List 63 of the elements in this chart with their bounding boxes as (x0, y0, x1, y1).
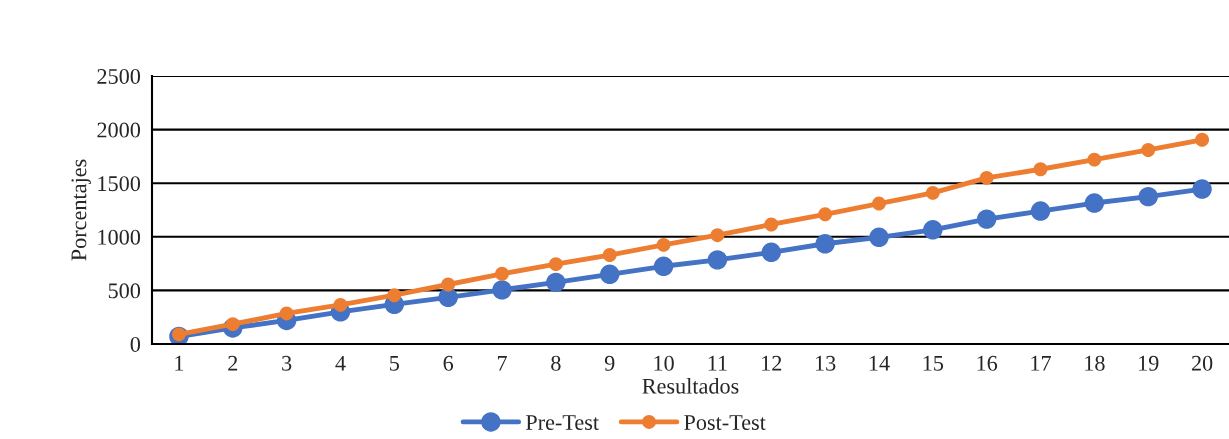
x-tick-label: 9 (604, 355, 615, 371)
point (1192, 179, 1212, 199)
point (818, 207, 833, 222)
y-tick-label: 500 (108, 283, 141, 299)
point (495, 266, 509, 281)
point (707, 250, 728, 270)
point (872, 196, 886, 211)
x-tick-label: 16 (977, 355, 998, 371)
x-tick-label: 2 (228, 355, 238, 371)
x-tick-label: 13 (815, 355, 836, 371)
x-tick-label: 12 (762, 355, 782, 371)
point (438, 287, 458, 308)
x-tick-label: 1 (175, 355, 184, 371)
y-tick-label: 2000 (97, 122, 141, 138)
point (923, 220, 943, 240)
y-axis-title: Porcentajes (71, 159, 91, 261)
point (710, 228, 725, 243)
point (656, 237, 671, 252)
point (761, 242, 781, 263)
x-axis-title: Resultados (642, 378, 739, 394)
legend-label: Post-Test (684, 415, 766, 430)
y-tick-label: 1000 (98, 229, 141, 245)
point (653, 256, 674, 276)
x-tick-label: 14 (869, 355, 890, 371)
x-tick-label: 18 (1085, 355, 1105, 371)
x-tick-label: 3 (282, 355, 292, 371)
point (333, 297, 348, 312)
point (1084, 193, 1105, 213)
x-tick-label: 17 (1031, 355, 1051, 371)
point (925, 185, 940, 200)
point (548, 257, 563, 272)
x-tick-label: 19 (1139, 355, 1159, 371)
x-tick-label: 20 (1191, 355, 1213, 371)
point (1195, 132, 1210, 147)
x-tick-label: 6 (443, 355, 454, 371)
point (441, 277, 456, 292)
x-tick-label: 8 (551, 355, 561, 371)
legend-label: Pre-Test (525, 415, 599, 430)
y-tick-label: 2500 (97, 68, 141, 84)
point (764, 217, 779, 232)
point (1030, 201, 1051, 221)
x-tick-label: 10 (654, 355, 674, 371)
point (1141, 143, 1156, 157)
x-tick-label: 11 (708, 355, 727, 371)
point (815, 234, 835, 254)
y-tick-label: 0 (130, 336, 141, 352)
point (546, 272, 566, 293)
point (1138, 186, 1158, 207)
point (387, 288, 402, 303)
x-tick-label: 4 (335, 355, 346, 371)
point (492, 280, 512, 300)
point (1033, 162, 1048, 177)
point (600, 264, 620, 285)
x-tick-label: 15 (923, 355, 944, 371)
point (979, 170, 994, 185)
y-tick-label: 1500 (98, 176, 141, 192)
point (602, 248, 617, 262)
x-tick-label: 5 (390, 355, 400, 371)
x-tick-label: 7 (497, 355, 507, 371)
point (869, 227, 889, 248)
point (1087, 152, 1102, 167)
point (279, 306, 294, 321)
point (976, 209, 997, 229)
